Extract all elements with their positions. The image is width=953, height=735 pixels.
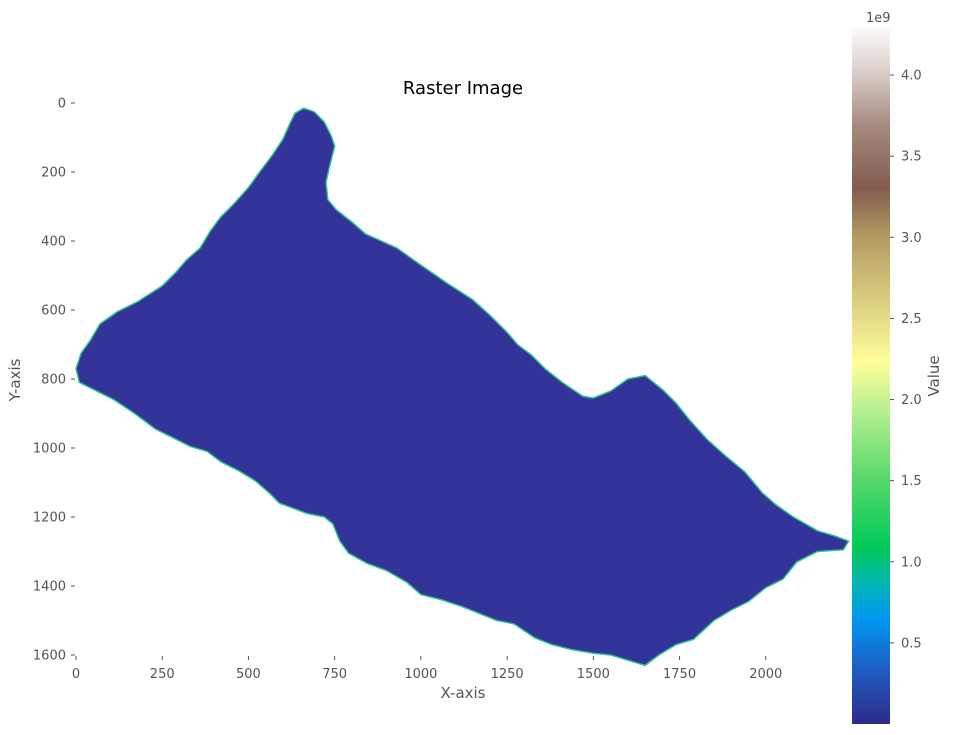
y-tick-label: 800 <box>41 373 66 388</box>
y-tick-label: 1600 <box>33 649 66 664</box>
y-axis-label: Y-axis <box>6 358 24 402</box>
y-tick-label: 1000 <box>33 442 66 457</box>
x-tick-label: 1250 <box>491 667 524 682</box>
colorbar: 0.5 1.0 1.5 2.0 2.5 3.0 3.5 4.0 1e9 Value <box>852 11 943 724</box>
colorbar-tick-label: 0.5 <box>901 636 922 651</box>
x-tick-label: 500 <box>236 667 261 682</box>
x-tick-label: 250 <box>150 667 175 682</box>
y-tick-label: 400 <box>41 235 66 250</box>
y-tick-label: 0 <box>58 97 66 112</box>
x-tick-label: 1500 <box>577 667 610 682</box>
colorbar-tick-label: 3.0 <box>901 231 922 246</box>
colorbar-tick-label: 1.5 <box>901 474 922 489</box>
colorbar-tick-label: 2.5 <box>901 312 922 327</box>
x-tick-label: 2000 <box>749 667 782 682</box>
colorbar-tick-label: 1.0 <box>901 555 922 570</box>
x-axis: 0 250 500 750 1000 1250 1500 1750 2000 <box>72 656 782 682</box>
x-tick-label: 750 <box>322 667 347 682</box>
x-tick-label: 0 <box>72 667 80 682</box>
colorbar-ticks: 0.5 1.0 1.5 2.0 2.5 3.0 3.5 4.0 <box>890 69 922 651</box>
colorbar-offset-label: 1e9 <box>866 11 891 26</box>
colorbar-tick-label: 4.0 <box>901 69 922 84</box>
chart-title: Raster Image <box>403 78 523 99</box>
y-tick-label: 1200 <box>33 511 66 526</box>
raster-region <box>75 107 850 667</box>
y-axis: 0 200 400 600 800 1000 1200 1400 1600 <box>33 97 75 664</box>
colorbar-tick-label: 3.5 <box>901 150 922 165</box>
y-tick-label: 200 <box>41 166 66 181</box>
y-tick-label: 600 <box>41 304 66 319</box>
x-tick-label: 1750 <box>663 667 696 682</box>
colorbar-tick-label: 2.0 <box>901 393 922 408</box>
x-axis-label: X-axis <box>441 684 486 702</box>
plot-area <box>75 107 850 667</box>
y-tick-label: 1400 <box>33 580 66 595</box>
colorbar-label: Value <box>925 355 943 396</box>
x-tick-label: 1000 <box>404 667 437 682</box>
colorbar-gradient <box>852 28 890 724</box>
